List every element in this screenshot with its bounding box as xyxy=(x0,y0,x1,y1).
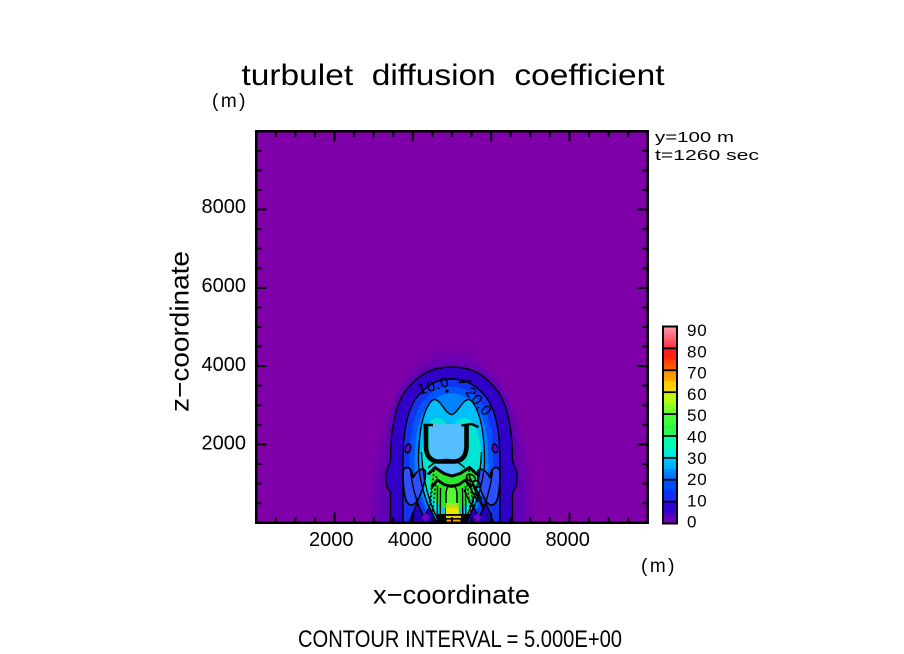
svg-text:90: 90 xyxy=(687,321,708,340)
svg-text:z−coordinate: z−coordinate xyxy=(165,251,195,412)
svg-text:t=1260 sec: t=1260 sec xyxy=(655,147,760,164)
svg-text:50: 50 xyxy=(687,406,708,425)
svg-text:10: 10 xyxy=(687,491,708,510)
svg-text:8000: 8000 xyxy=(202,196,247,218)
svg-text:20: 20 xyxy=(687,470,708,489)
svg-text:4000: 4000 xyxy=(202,354,247,376)
svg-text:70: 70 xyxy=(687,364,708,383)
svg-text:6000: 6000 xyxy=(467,529,512,551)
svg-text:8000: 8000 xyxy=(545,529,590,551)
svg-text:CONTOUR INTERVAL = 5.000E+00: CONTOUR INTERVAL = 5.000E+00 xyxy=(298,626,622,653)
svg-text:80: 80 xyxy=(687,342,708,361)
svg-text:x−coordinate: x−coordinate xyxy=(373,580,530,610)
svg-text:40: 40 xyxy=(687,428,708,447)
svg-text:turbulet diffusion coefficie: turbulet diffusion coefficient xyxy=(242,59,666,92)
svg-text:0: 0 xyxy=(687,513,697,532)
svg-text:4000: 4000 xyxy=(388,529,433,551)
svg-text:2000: 2000 xyxy=(309,529,354,551)
svg-text:60: 60 xyxy=(687,385,708,404)
svg-text:2000: 2000 xyxy=(202,433,247,455)
svg-text:(m): (m) xyxy=(641,556,677,577)
svg-text:6000: 6000 xyxy=(202,275,247,297)
svg-text:y=100 m: y=100 m xyxy=(655,129,734,146)
svg-text:(m): (m) xyxy=(212,91,248,112)
svg-text:30: 30 xyxy=(687,449,708,468)
